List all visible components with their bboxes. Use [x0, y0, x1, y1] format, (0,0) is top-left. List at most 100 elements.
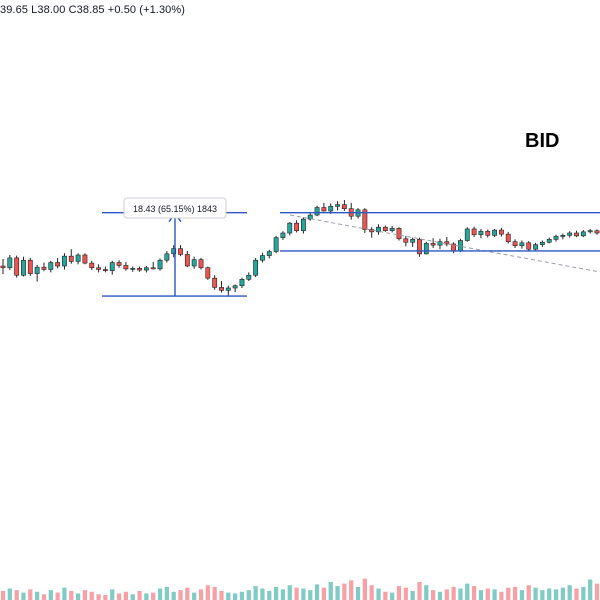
- candle-body: [55, 262, 61, 267]
- candle-body: [137, 268, 142, 271]
- candle-body: [109, 262, 115, 271]
- volume-bar: [390, 592, 395, 600]
- candle-layer: [0, 200, 600, 297]
- candle-body: [280, 232, 286, 238]
- candle-body: [253, 259, 259, 276]
- volume-bar: [308, 590, 313, 600]
- volume-bar: [205, 585, 210, 600]
- volume-bar: [192, 592, 197, 600]
- candle-body: [7, 257, 13, 269]
- candle-body: [417, 239, 422, 255]
- candle-body: [287, 222, 293, 234]
- candle-body: [376, 226, 381, 233]
- volume-bar: [48, 590, 53, 600]
- volume-bar: [451, 586, 456, 600]
- candle-body: [103, 269, 108, 271]
- volume-bar: [171, 591, 176, 600]
- candle-body: [423, 243, 429, 255]
- candle-body: [239, 279, 245, 286]
- candle-body: [328, 206, 334, 212]
- volume-bar: [273, 586, 279, 600]
- volume-bar: [567, 585, 572, 600]
- candle-body: [260, 255, 265, 261]
- candle-body: [232, 285, 238, 289]
- volume-bar: [533, 587, 538, 600]
- ohlc-header: 39.65 L38.00 C38.85 +0.50 (+1.30%): [0, 4, 186, 16]
- candle-body: [62, 255, 67, 267]
- volume-bar: [478, 590, 484, 600]
- candle-body: [171, 248, 177, 255]
- volume-bar: [110, 589, 115, 600]
- volume-bar: [151, 592, 156, 600]
- candle-body: [314, 207, 320, 216]
- drawing-layer[interactable]: 18.43 (65.15%) 1843: [102, 197, 600, 297]
- candle-body: [519, 242, 525, 247]
- candle-body: [430, 243, 436, 246]
- candle-body: [307, 214, 313, 220]
- volume-bar: [157, 588, 163, 600]
- volume-bar: [212, 586, 217, 600]
- measure-label: 18.43 (65.15%) 1843: [133, 204, 217, 214]
- candle-body: [492, 229, 498, 236]
- candle-body: [321, 207, 327, 212]
- candle-body: [157, 259, 163, 270]
- volume-bar: [458, 588, 463, 600]
- candle-body: [266, 251, 272, 256]
- volume-bar: [574, 588, 579, 600]
- candle-body: [184, 254, 190, 267]
- candle-body: [587, 230, 593, 233]
- candle-body: [75, 254, 81, 262]
- volume-bar: [328, 581, 333, 600]
- candle-body: [89, 262, 95, 269]
- volume-bar: [260, 588, 265, 600]
- volume-bar: [431, 590, 436, 600]
- volume-bar: [14, 590, 19, 600]
- trendline[interactable]: [289, 214, 600, 273]
- volume-bar: [444, 589, 449, 600]
- candle-body: [567, 232, 573, 236]
- candle-body: [143, 267, 149, 271]
- candle-body: [396, 228, 402, 240]
- volume-bar: [226, 592, 231, 600]
- volume-bar: [233, 593, 238, 600]
- volume-bar: [553, 589, 559, 600]
- volume-bar: [62, 587, 67, 600]
- candle-body: [335, 204, 340, 207]
- volume-bar: [485, 588, 490, 600]
- candle-body: [594, 230, 600, 234]
- volume-bar: [594, 583, 600, 600]
- volume-bar: [219, 590, 224, 600]
- candle-body: [41, 266, 47, 270]
- volume-bar: [383, 591, 388, 600]
- candle-body: [198, 259, 204, 269]
- volume-bar: [246, 590, 251, 600]
- candle-body: [27, 259, 33, 274]
- candle-body: [464, 228, 470, 241]
- candle-body: [389, 228, 395, 231]
- volume-bar: [7, 588, 12, 600]
- candle-body: [68, 255, 74, 262]
- volume-bar: [35, 591, 40, 600]
- volume-bar: [198, 589, 204, 600]
- candle-body: [205, 267, 211, 279]
- candle-body: [403, 238, 409, 243]
- candle-body: [0, 265, 6, 269]
- candle-body: [444, 241, 450, 245]
- volume-layer: [0, 578, 600, 600]
- volume-bar: [321, 587, 327, 600]
- candle-body: [116, 262, 122, 266]
- volume-bar: [403, 587, 408, 600]
- candle-body: [130, 268, 136, 270]
- volume-bar: [164, 586, 169, 600]
- candle-body: [580, 231, 586, 237]
- volume-bar: [369, 585, 374, 600]
- candle-body: [512, 241, 518, 247]
- candle-body: [34, 266, 40, 274]
- volume-bar: [301, 588, 306, 600]
- symbol-label: BID: [525, 130, 560, 152]
- candle-body: [574, 232, 579, 237]
- candle-body: [560, 235, 566, 237]
- volume-bar: [294, 587, 299, 600]
- candle-body: [362, 209, 368, 230]
